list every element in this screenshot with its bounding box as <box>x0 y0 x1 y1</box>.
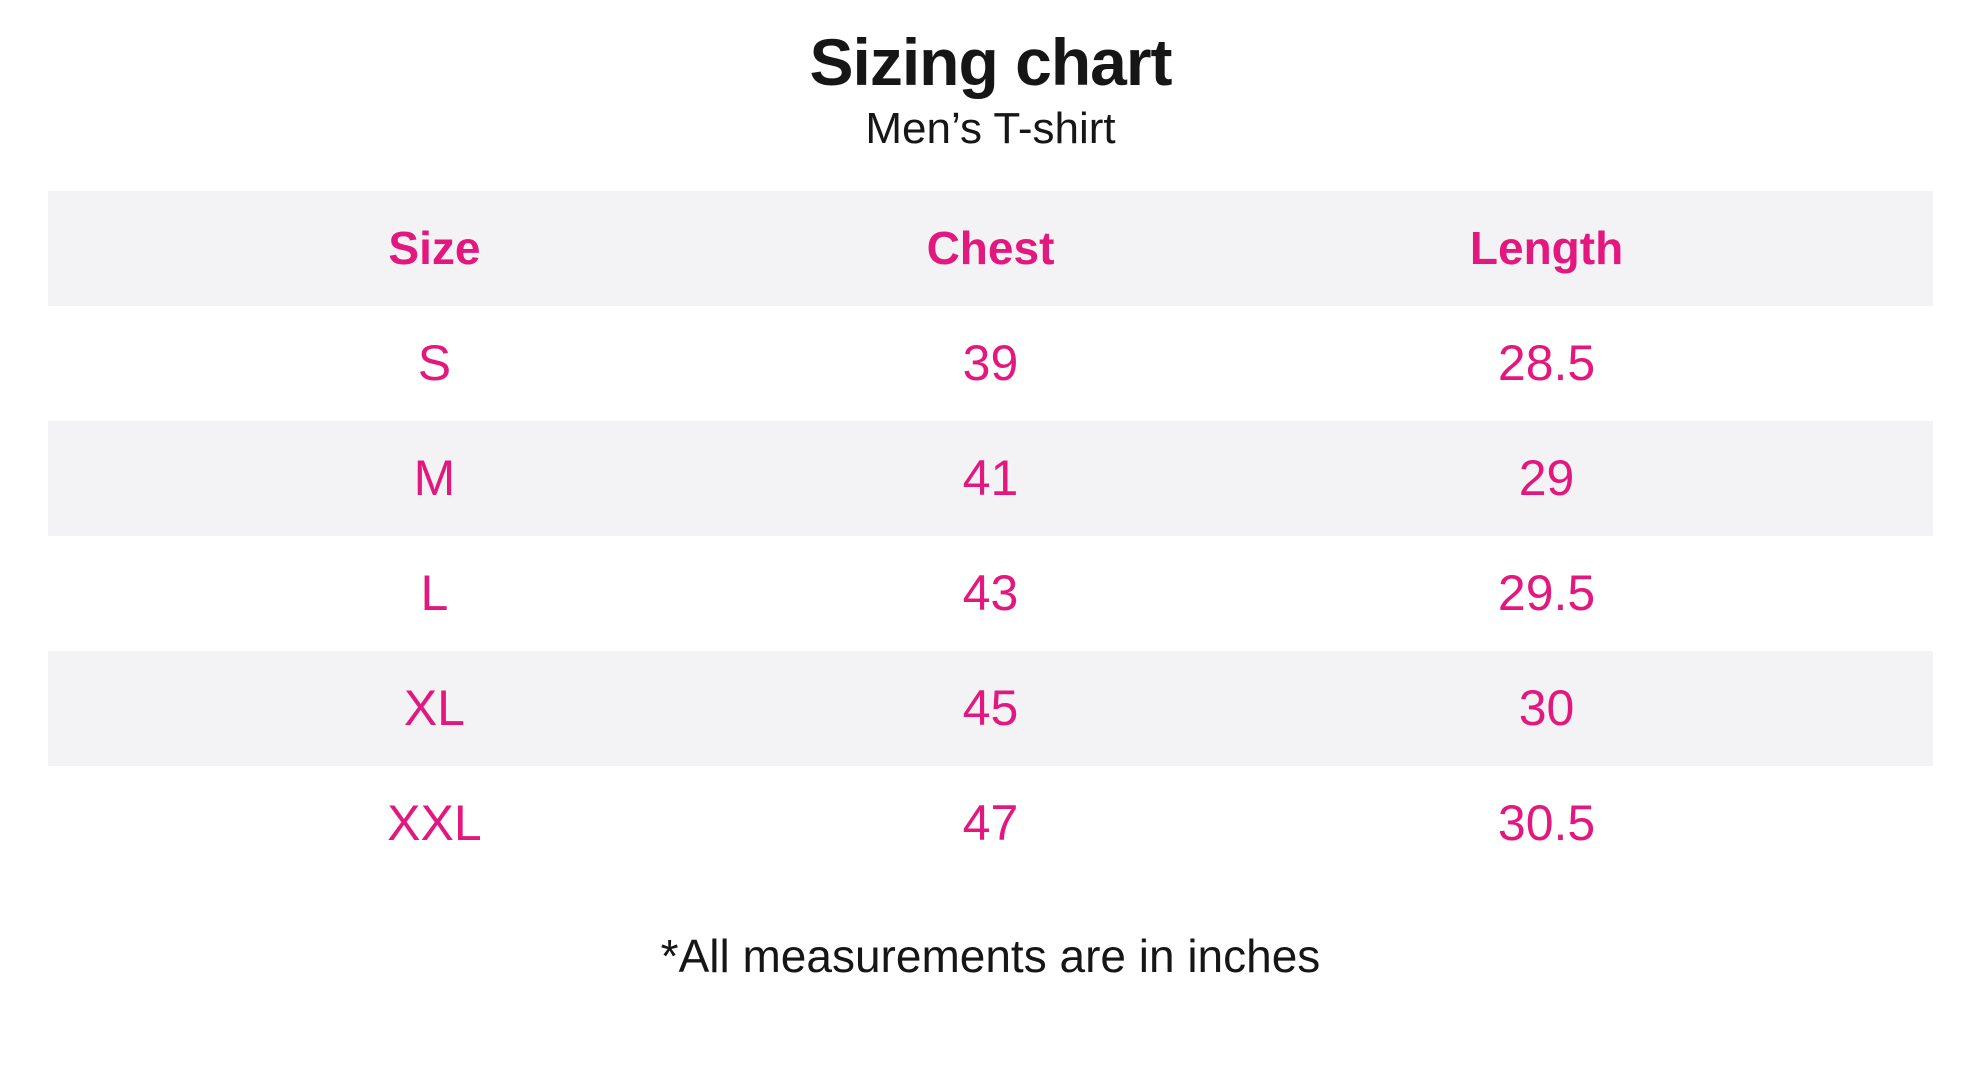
table-row-l: L 43 29.5 <box>48 536 1933 651</box>
chest-value: 45 <box>962 680 1019 736</box>
size-value: XXL <box>387 795 482 851</box>
chest-value: 39 <box>962 335 1019 391</box>
length-value: 29.5 <box>1497 565 1596 621</box>
chest-value: 41 <box>962 450 1019 506</box>
column-header-chest: Chest <box>926 222 1055 274</box>
length-value: 30 <box>1518 680 1575 736</box>
size-value: L <box>420 565 449 621</box>
table-row-s: S 39 28.5 <box>48 306 1933 421</box>
page-title: Sizing chart <box>809 25 1172 99</box>
length-value: 30.5 <box>1497 795 1596 851</box>
column-header-length: Length <box>1469 222 1624 274</box>
chest-value: 43 <box>962 565 1019 621</box>
table-row-xl: XL 45 30 <box>48 650 1933 766</box>
size-value: XL <box>403 680 465 736</box>
table-header-row: Size Chest Length <box>48 190 1933 306</box>
table-row-m: M 41 29 <box>48 420 1933 536</box>
measurements-footnote: *All measurements are in inches <box>660 929 1321 982</box>
column-header-size: Size <box>388 222 481 274</box>
length-value: 29 <box>1518 450 1575 506</box>
sizing-table: Size Chest Length S 39 28.5 M 41 29 L 43… <box>48 190 1933 881</box>
page-subtitle: Men’s T-shirt <box>865 103 1116 153</box>
size-value: S <box>417 335 452 391</box>
size-value: M <box>413 450 456 506</box>
table-row-xxl: XXL 47 30.5 <box>48 766 1933 881</box>
chest-value: 47 <box>962 795 1019 851</box>
length-value: 28.5 <box>1497 335 1596 391</box>
